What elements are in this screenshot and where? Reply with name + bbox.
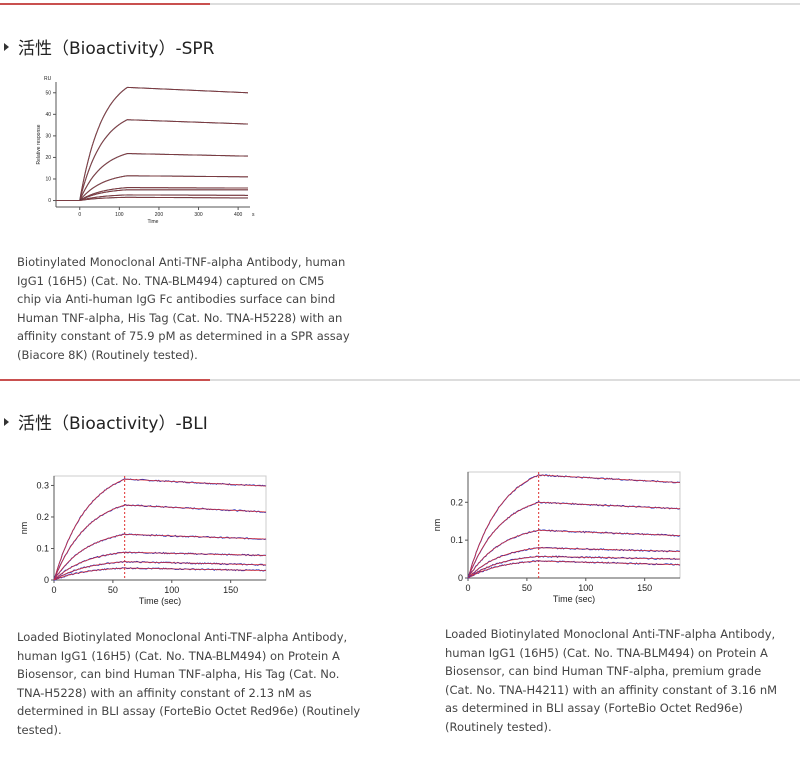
series-line-fit	[467, 501, 680, 579]
y-tick-label: 10	[45, 177, 51, 183]
series-line-fit	[467, 547, 680, 579]
y-tick-label: 0	[458, 573, 463, 583]
divider-accent	[0, 379, 210, 381]
y-tick-label: 0	[48, 198, 51, 204]
bli-chart-2: 0 50 100 150 0 0.1 0.2 Time (sec) nm	[430, 466, 690, 616]
y-tick-label: 0.2	[450, 497, 463, 507]
series-line-measured	[53, 533, 267, 581]
spr-caption: Biotinylated Monoclonal Anti-TNF-alpha A…	[17, 255, 350, 362]
series-line-fit	[56, 87, 248, 201]
series-line-fit	[56, 175, 248, 201]
series-line-fit	[56, 153, 248, 201]
series-line-measured	[53, 551, 267, 581]
chart-svg: 0 100 200 300 400 0 10 20 30 40 50 Time Relative res…	[36, 76, 255, 225]
series-line-fit	[53, 533, 266, 581]
x-unit-label: s	[252, 212, 255, 218]
y-tick-label: 50	[45, 90, 51, 96]
series-line-fit	[53, 567, 266, 581]
y-tick-label: 0	[44, 575, 49, 585]
x-tick-label: 50	[522, 583, 532, 593]
x-axis-label: Time	[148, 219, 159, 225]
series-line-measured	[53, 567, 267, 581]
series-line-fit	[467, 560, 681, 579]
y-axis-label: Relative response	[36, 124, 42, 164]
y-tick-label: 0.1	[450, 535, 463, 545]
y-unit-label: RU	[44, 76, 52, 82]
section-heading-spr: 活性（Bioactivity）-SPR	[4, 34, 214, 59]
y-tick-label: 30	[45, 134, 51, 140]
y-tick-label: 0.1	[36, 543, 49, 553]
y-tick-label: 0.2	[36, 512, 49, 522]
series-line-fit	[53, 478, 267, 581]
series-line-fit	[56, 119, 248, 201]
section-heading-bli: 活性（Bioactivity）-BLI	[4, 409, 208, 434]
bullet-triangle-icon	[4, 417, 9, 426]
series-line-fit	[56, 194, 248, 201]
x-axis-label: Time (sec)	[553, 594, 595, 604]
heading-text: 活性（Bioactivity）-BLI	[18, 414, 208, 434]
series-line-fit	[467, 556, 681, 579]
series-line-measured	[53, 477, 267, 581]
bli-caption-1: Loaded Biotinylated Monoclonal Anti-TNF-…	[17, 630, 361, 737]
x-tick-label: 100	[115, 212, 124, 218]
bli-caption-2: Loaded Biotinylated Monoclonal Anti-TNF-…	[445, 627, 778, 734]
bullet-triangle-icon	[4, 42, 9, 51]
heading-text: 活性（Bioactivity）-SPR	[18, 39, 215, 59]
x-tick-label: 100	[164, 585, 179, 595]
y-tick-label: 20	[45, 155, 51, 161]
series-line-measured	[467, 501, 681, 579]
series-line-measured	[467, 529, 681, 579]
series-line-fit	[56, 189, 248, 201]
x-tick-label: 0	[78, 212, 81, 218]
x-tick-label: 400	[234, 212, 243, 218]
chart-svg: 0 50 100 150 0 0.1 0.2 Time (sec) nm	[432, 471, 681, 604]
section-divider	[0, 3, 800, 5]
x-tick-label: 300	[194, 212, 203, 218]
bli-chart-1: 0 50 100 150 0 0.1 0.2 0.3 Time (sec) nm	[18, 468, 273, 618]
divider-accent	[0, 3, 210, 5]
series-line-fit	[467, 529, 680, 579]
section-divider	[0, 379, 800, 381]
y-tick-label: 40	[45, 112, 51, 118]
x-tick-label: 150	[637, 583, 652, 593]
x-tick-label: 0	[465, 583, 470, 593]
series-line-fit	[467, 474, 681, 579]
x-tick-label: 200	[155, 212, 164, 218]
series-line-fit	[56, 196, 248, 201]
x-tick-label: 50	[108, 585, 118, 595]
x-tick-label: 100	[578, 583, 593, 593]
series-line-measured	[467, 555, 681, 579]
series-line-fit	[56, 187, 248, 201]
chart-svg: 0 50 100 150 0 0.1 0.2 0.3 Time (sec) nm	[19, 475, 267, 606]
x-tick-label: 0	[51, 585, 56, 595]
y-axis-label: nm	[432, 519, 442, 532]
y-tick-label: 0.3	[36, 480, 49, 490]
series-line-fit	[53, 551, 266, 581]
x-axis-label: Time (sec)	[139, 596, 181, 606]
series-line-fit	[53, 504, 266, 581]
spr-chart: 0 100 200 300 400 0 10 20 30 40 50 Time Relative res…	[28, 74, 258, 229]
y-axis-label: nm	[19, 522, 29, 535]
x-tick-label: 150	[223, 585, 238, 595]
series-line-fit	[53, 561, 267, 581]
